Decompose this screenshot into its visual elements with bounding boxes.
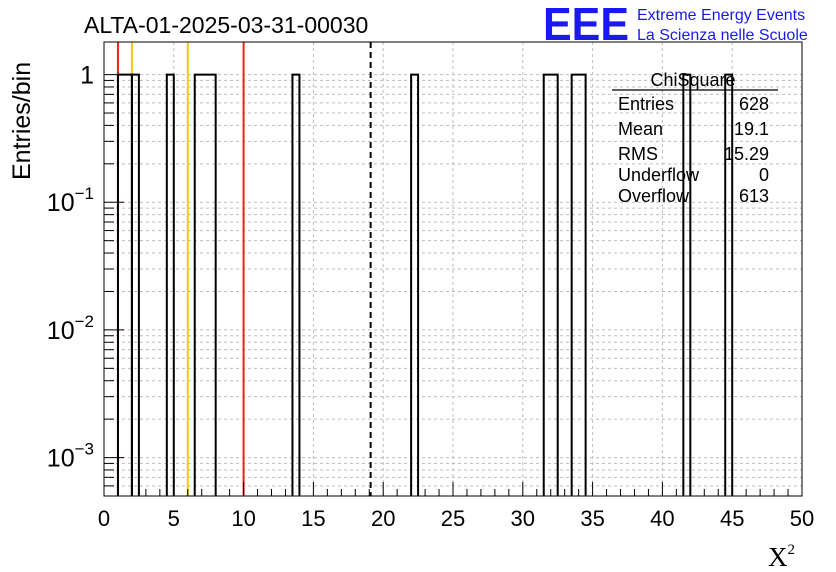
axis-ticks bbox=[103, 74, 803, 497]
histogram-bar bbox=[682, 73, 692, 496]
grid-lines bbox=[104, 42, 802, 496]
stats-value-rms: 15.29 bbox=[724, 144, 769, 164]
x-tick-labels: 0 5 10 15 20 25 30 35 40 45 50 bbox=[98, 506, 814, 531]
x-tick-label: 25 bbox=[441, 506, 465, 531]
stats-box: ChiSquare Entries 628 Mean 19.1 RMS 15.2… bbox=[612, 70, 778, 206]
y-tick-label: 10−3 bbox=[47, 440, 94, 473]
histogram-bar bbox=[291, 73, 301, 496]
histogram-bar bbox=[193, 73, 217, 496]
stats-value-overflow: 613 bbox=[739, 186, 769, 206]
chart-title: ALTA-01-2025-03-31-00030 bbox=[84, 12, 368, 38]
x-tick-label: 40 bbox=[650, 506, 674, 531]
x-tick-label: 0 bbox=[98, 506, 110, 531]
stats-label-rms: RMS bbox=[618, 144, 658, 164]
histogram-bars bbox=[116, 73, 734, 496]
histogram-bar bbox=[165, 73, 175, 496]
eee-logo: EEE Extreme Energy Events La Scienza nel… bbox=[543, 0, 808, 50]
x-tick-label: 35 bbox=[580, 506, 604, 531]
histogram-bar bbox=[116, 73, 133, 496]
x-tick-label: 30 bbox=[511, 506, 535, 531]
stats-value-underflow: 0 bbox=[759, 165, 769, 185]
stats-label-entries: Entries bbox=[618, 94, 674, 114]
y-tick-label: 1 bbox=[80, 62, 94, 90]
stats-value-entries: 628 bbox=[739, 94, 769, 114]
stats-label-overflow: Overflow bbox=[618, 186, 690, 206]
histogram-bar bbox=[724, 73, 734, 496]
stats-label-mean: Mean bbox=[618, 119, 663, 139]
y-axis-label: Entries/bin bbox=[8, 62, 36, 180]
histogram-bar bbox=[130, 73, 140, 496]
x-axis-label: X2 bbox=[768, 542, 795, 572]
x-tick-label: 5 bbox=[168, 506, 180, 531]
stats-label-underflow: Underflow bbox=[618, 165, 700, 185]
x-tick-label: 15 bbox=[301, 506, 325, 531]
x-tick-label: 45 bbox=[720, 506, 744, 531]
y-tick-labels: 1 10−1 10−2 10−3 bbox=[47, 62, 94, 473]
y-tick-label: 10−2 bbox=[47, 312, 94, 345]
stats-title: ChiSquare bbox=[650, 70, 735, 90]
histogram-bar bbox=[410, 73, 420, 496]
histogram-bar bbox=[570, 73, 587, 496]
x-tick-label: 20 bbox=[371, 506, 395, 531]
logo-line-1: Extreme Energy Events bbox=[637, 7, 805, 24]
histogram-bar bbox=[542, 73, 559, 496]
logo-mark: EEE bbox=[543, 0, 629, 50]
logo-line-2: La Scienza nelle Scuole bbox=[637, 27, 808, 44]
x-tick-label: 50 bbox=[790, 506, 814, 531]
x-tick-label: 10 bbox=[231, 506, 255, 531]
y-tick-label: 10−1 bbox=[47, 184, 94, 217]
stats-value-mean: 19.1 bbox=[734, 119, 769, 139]
